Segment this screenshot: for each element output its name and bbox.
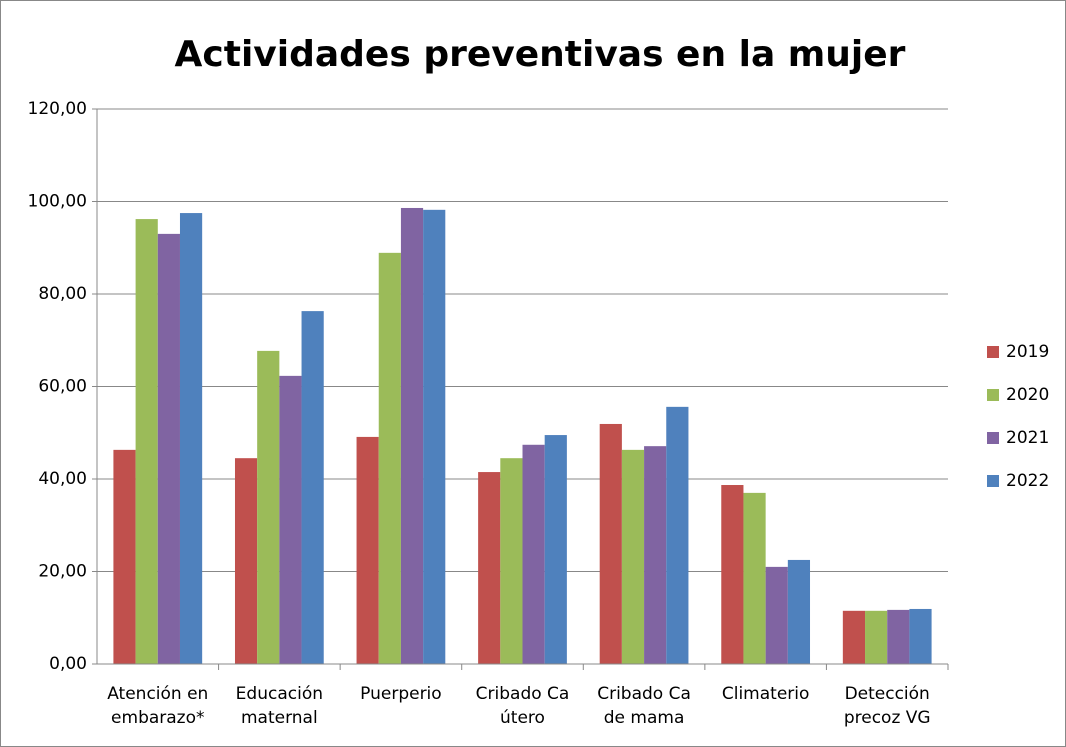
bar xyxy=(423,209,446,664)
bar xyxy=(500,458,523,664)
legend-swatch xyxy=(987,475,999,487)
bar xyxy=(301,311,324,664)
bar xyxy=(743,492,766,664)
legend-swatch xyxy=(987,346,999,358)
x-tick-label: Climaterio xyxy=(721,684,810,704)
legend-swatch xyxy=(987,432,999,444)
bar xyxy=(544,435,567,664)
x-tick-label: Cribado Ca de mama xyxy=(597,684,691,728)
bar xyxy=(356,436,379,664)
x-tick-label: Educación maternal xyxy=(235,684,323,728)
bar xyxy=(478,472,501,664)
bar xyxy=(157,233,180,664)
bar xyxy=(279,375,302,664)
y-tick-label: 40,00 xyxy=(38,469,87,489)
y-tick-label: 60,00 xyxy=(38,377,87,397)
bar xyxy=(135,219,158,664)
bar xyxy=(887,609,910,664)
bar xyxy=(721,485,744,664)
bar xyxy=(234,458,258,664)
bar xyxy=(522,444,545,664)
bar xyxy=(787,559,811,664)
bar xyxy=(599,423,622,664)
bar xyxy=(378,252,401,664)
bar xyxy=(842,610,866,664)
bar xyxy=(257,350,280,664)
y-tick-label: 0,00 xyxy=(49,654,87,674)
chart-title: Actividades preventivas en la mujer xyxy=(175,34,906,75)
y-tick-label: 100,00 xyxy=(28,192,87,212)
legend-label: 2020 xyxy=(1006,385,1049,405)
bar xyxy=(621,449,645,664)
bar xyxy=(400,207,424,664)
y-tick-label: 20,00 xyxy=(38,562,87,582)
x-tick-label: Atención en embarazo* xyxy=(107,684,209,728)
y-tick-label: 120,00 xyxy=(28,99,87,119)
legend-swatch xyxy=(987,389,999,401)
x-tick-label: Puerperio xyxy=(360,684,442,704)
bar xyxy=(666,406,689,664)
bar xyxy=(179,213,203,664)
x-tick-label: Detección precoz VG xyxy=(843,684,931,728)
bar xyxy=(909,608,932,664)
legend-label: 2021 xyxy=(1006,428,1049,448)
legend-label: 2019 xyxy=(1006,342,1049,362)
bar xyxy=(644,446,667,664)
y-tick-label: 80,00 xyxy=(38,284,87,304)
bar xyxy=(113,449,136,664)
bar xyxy=(865,610,888,664)
bar xyxy=(765,566,788,664)
legend-label: 2022 xyxy=(1006,471,1049,491)
x-tick-label: Cribado Ca útero xyxy=(475,684,570,728)
